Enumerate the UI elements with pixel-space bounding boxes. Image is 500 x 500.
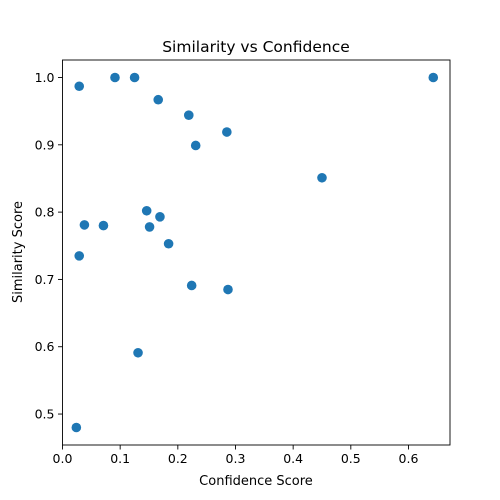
data-point — [133, 347, 143, 358]
x-tick-label: 0.5 — [341, 451, 361, 466]
data-point — [74, 81, 85, 92]
x-tick-label: 0.6 — [399, 451, 419, 466]
data-point — [186, 280, 197, 291]
data-point — [190, 140, 201, 151]
data-point — [153, 94, 164, 105]
plot-frame — [62, 59, 451, 446]
data-point — [223, 284, 233, 295]
x-tick-label: 0.3 — [226, 451, 246, 466]
data-point — [144, 222, 155, 232]
data-point — [110, 72, 120, 83]
chart-title: Similarity vs Confidence — [162, 38, 350, 56]
y-axis-label: Similarity Score — [11, 201, 26, 303]
data-point — [428, 72, 439, 83]
data-point — [163, 238, 174, 249]
data-point — [317, 172, 327, 183]
x-tick-label: 0.4 — [283, 451, 303, 466]
points-layer — [71, 72, 439, 433]
x-tick-label: 0.0 — [53, 451, 73, 466]
x-tick-label: 0.1 — [110, 451, 130, 466]
data-point — [129, 72, 140, 83]
y-tick-label: 0.5 — [35, 407, 55, 422]
data-point — [222, 127, 232, 137]
data-point — [98, 220, 109, 231]
x-axis-label: Confidence Score — [199, 474, 313, 489]
y-tick-label: 0.7 — [35, 272, 55, 287]
y-tick-label: 0.6 — [35, 339, 55, 354]
y-axis: 0.5 0.6 0.7 0.8 0.9 1.0 — [35, 70, 63, 422]
data-point — [74, 251, 85, 261]
x-tick-label: 0.2 — [168, 451, 188, 466]
data-point — [79, 220, 90, 230]
y-tick-label: 0.9 — [35, 137, 55, 152]
y-tick-label: 1.0 — [35, 70, 55, 85]
data-point — [155, 212, 165, 222]
data-point — [183, 110, 194, 120]
data-point — [141, 205, 152, 216]
data-point — [71, 422, 82, 433]
y-tick-label: 0.8 — [35, 205, 55, 220]
x-axis: 0.0 0.1 0.2 0.3 0.4 0.5 0.6 — [53, 445, 419, 466]
